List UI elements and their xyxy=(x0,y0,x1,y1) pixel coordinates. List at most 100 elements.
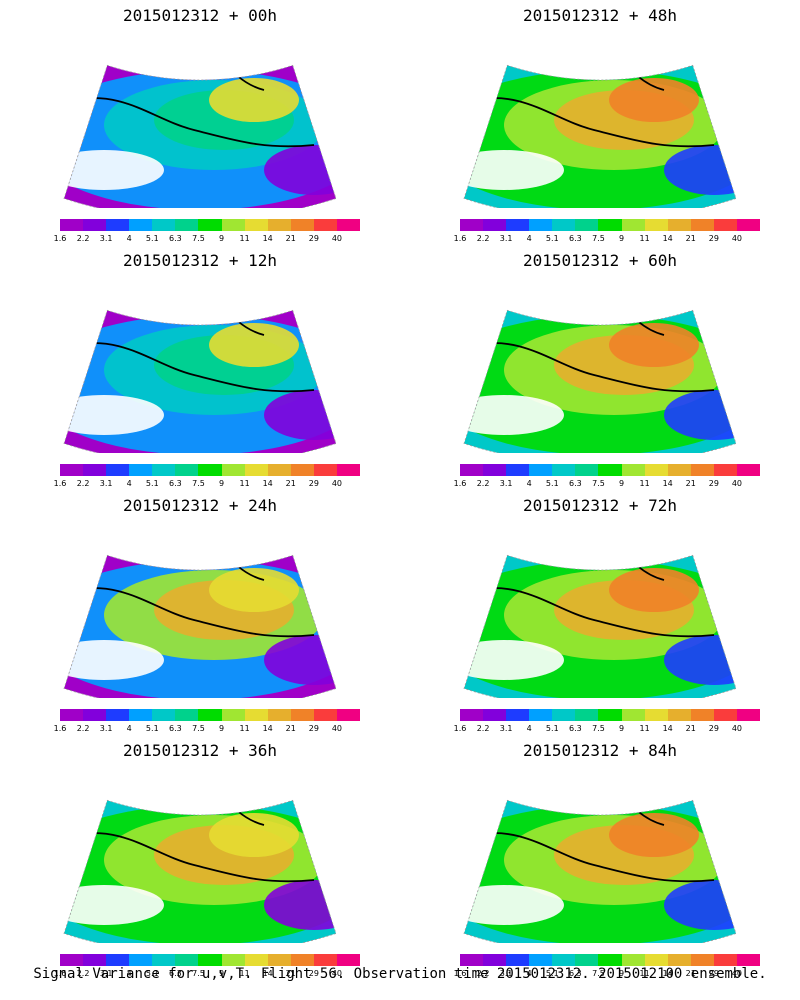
colorbar-label: 9 xyxy=(618,724,625,733)
colorbar-swatch xyxy=(529,219,553,231)
colorbar-label: 6.3 xyxy=(569,479,582,488)
colorbar-swatch xyxy=(460,464,484,476)
colorbar-swatch xyxy=(152,709,176,721)
colorbar-swatch xyxy=(60,954,84,966)
colorbar-swatch xyxy=(621,954,645,966)
colorbar-swatch xyxy=(483,954,507,966)
forecast-map xyxy=(463,309,737,453)
variance-contour xyxy=(464,395,564,435)
colorbar-label: 11 xyxy=(239,724,250,733)
colorbar-label: 2.2 xyxy=(476,234,490,243)
colorbar-label: 7.5 xyxy=(592,724,605,733)
colorbar-swatch xyxy=(106,709,130,721)
panel-48h: 2015012312 + 48h 1.6 2.2 3.1 4 5.1 6.3 7.5 9 11 1… xyxy=(400,0,800,245)
colorbar-label: 40 xyxy=(731,969,743,978)
variance-contour xyxy=(264,145,336,195)
colorbar-label: 5.1 xyxy=(545,479,559,488)
colorbar-swatch xyxy=(198,954,222,966)
colorbar-swatch xyxy=(598,709,622,721)
forecast-map xyxy=(463,554,737,698)
panel-title: 2015012312 + 36h xyxy=(122,741,278,760)
colorbar-label: 7.5 xyxy=(192,234,205,243)
colorbar-swatch xyxy=(267,954,291,966)
colorbar-label: 21 xyxy=(685,234,696,243)
colorbar-label: 29 xyxy=(708,969,719,978)
colorbar-label: 6.3 xyxy=(169,234,182,243)
colorbar-label: 40 xyxy=(731,479,743,488)
colorbar-swatch xyxy=(598,954,622,966)
forecast-map xyxy=(463,799,737,943)
colorbar-label: 40 xyxy=(331,969,343,978)
colorbar-label: 4 xyxy=(526,234,532,243)
colorbar-swatch xyxy=(175,219,199,231)
colorbar-swatch xyxy=(483,464,507,476)
colorbar-label: 3.1 xyxy=(499,724,513,733)
colorbar-swatch xyxy=(290,954,314,966)
colorbar-label: 6.3 xyxy=(569,234,582,243)
colorbar-swatch xyxy=(152,464,176,476)
colorbar-swatch xyxy=(552,954,576,966)
panel-title: 2015012312 + 24h xyxy=(122,496,278,515)
colorbar-label: 9 xyxy=(218,234,225,243)
colorbar-label: 7.5 xyxy=(592,969,605,978)
colorbar-swatch xyxy=(598,464,622,476)
colorbar-label: 11 xyxy=(639,724,650,733)
forecast-map xyxy=(63,309,337,453)
variance-field xyxy=(464,65,736,208)
colorbar-label: 40 xyxy=(731,724,743,733)
colorbar-label: 29 xyxy=(308,724,319,733)
colorbar-swatch xyxy=(506,954,530,966)
colorbar-label: 1.6 xyxy=(453,724,467,733)
forecast-map xyxy=(463,64,737,208)
colorbar-label: 9 xyxy=(618,479,625,488)
colorbar-swatch xyxy=(552,219,576,231)
colorbar-label: 2.2 xyxy=(76,234,90,243)
colorbar-label: 9 xyxy=(618,234,625,243)
colorbar-swatch xyxy=(529,954,553,966)
colorbar-swatch xyxy=(244,464,268,476)
colorbar-labels: 1.6 2.2 3.1 4 5.1 6.3 7.5 9 11 14 21 29 40 xyxy=(54,234,360,244)
colorbar-swatch xyxy=(644,219,668,231)
colorbar-swatch xyxy=(290,219,314,231)
colorbar-swatch xyxy=(83,709,107,721)
colorbar-label: 3.1 xyxy=(99,479,113,488)
variance-contour xyxy=(264,635,336,685)
colorbar-label: 4 xyxy=(526,969,532,978)
variance-contour xyxy=(209,78,299,122)
panel-title: 2015012312 + 72h xyxy=(522,496,678,515)
map-boundary xyxy=(463,799,737,943)
colorbar-swatch xyxy=(736,464,761,476)
map-boundary xyxy=(63,799,337,943)
colorbar-swatch xyxy=(575,709,599,721)
colorbar-label: 5.1 xyxy=(545,234,559,243)
colorbar-swatch xyxy=(290,464,314,476)
colorbar-swatch xyxy=(313,219,337,231)
colorbar-label: 29 xyxy=(308,969,319,978)
colorbar-label: 11 xyxy=(239,479,250,488)
colorbar-swatch xyxy=(644,709,668,721)
colorbar-label: 3.1 xyxy=(499,479,513,488)
colorbar-swatch xyxy=(313,954,337,966)
colorbar-swatch xyxy=(506,219,530,231)
colorbar-label: 11 xyxy=(639,479,650,488)
colorbar-label: 1.6 xyxy=(453,969,467,978)
colorbar-label: 5.1 xyxy=(145,234,159,243)
forecast-map xyxy=(63,64,337,208)
colorbar xyxy=(60,219,361,231)
colorbar-swatch xyxy=(736,219,761,231)
colorbar-label: 11 xyxy=(239,234,250,243)
colorbar-label: 40 xyxy=(731,234,743,243)
colorbar-label: 21 xyxy=(685,969,696,978)
colorbar xyxy=(460,464,761,476)
colorbar-labels: 1.6 2.2 3.1 4 5.1 6.3 7.5 9 11 14 21 29 40 xyxy=(454,234,760,244)
colorbar-swatch xyxy=(690,219,714,231)
colorbar-swatch xyxy=(644,464,668,476)
colorbar-swatch xyxy=(529,709,553,721)
colorbar xyxy=(60,709,361,721)
colorbar-swatch xyxy=(506,464,530,476)
colorbar-label: 21 xyxy=(685,724,696,733)
colorbar-label: 4 xyxy=(126,969,132,978)
panel-24h: 2015012312 + 24h 1.6 2.2 3.1 4 5.1 6.3 7.5 9 11 1… xyxy=(0,490,400,735)
colorbar-label: 7.5 xyxy=(592,479,605,488)
variance-contour xyxy=(609,568,699,612)
